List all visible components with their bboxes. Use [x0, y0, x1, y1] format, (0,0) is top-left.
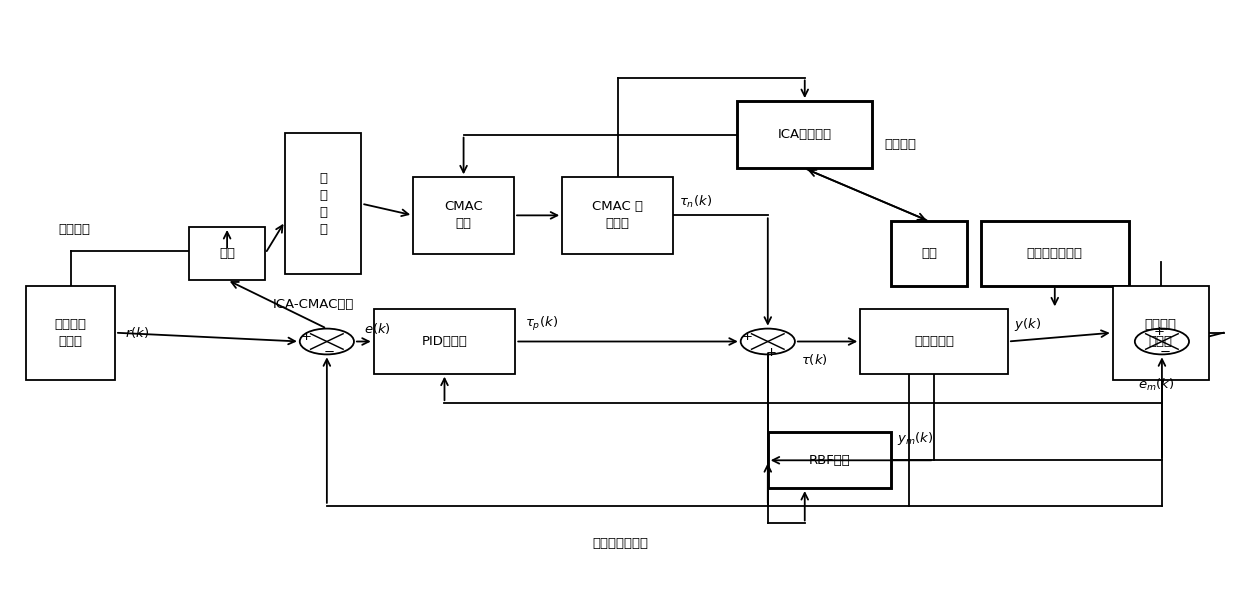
- Text: 不确定外界干扰: 不确定外界干扰: [1027, 247, 1083, 260]
- Text: 地
址
映
射: 地 址 映 射: [319, 171, 327, 236]
- Bar: [768, 433, 892, 488]
- Text: CMAC 函
数计算: CMAC 函 数计算: [591, 201, 644, 230]
- Text: $\tau(k)$: $\tau(k)$: [801, 352, 828, 367]
- Bar: [737, 101, 873, 168]
- Text: $y_m(k)$: $y_m(k)$: [897, 430, 934, 447]
- Bar: [562, 177, 673, 253]
- Text: ICA-CMAC算法: ICA-CMAC算法: [273, 298, 355, 311]
- Text: −: −: [1161, 346, 1172, 359]
- Bar: [861, 309, 1008, 374]
- Bar: [188, 227, 265, 280]
- Text: RBF网络: RBF网络: [808, 454, 851, 467]
- Text: 量化: 量化: [921, 247, 937, 260]
- Text: 导师信号: 导师信号: [885, 139, 916, 152]
- Text: 集成位姿
传感器: 集成位姿 传感器: [1145, 318, 1177, 347]
- Text: 量化: 量化: [219, 247, 236, 260]
- Text: +: +: [1154, 325, 1164, 338]
- Text: +: +: [766, 346, 777, 359]
- Text: $e(k)$: $e(k)$: [363, 321, 391, 336]
- Bar: [892, 221, 967, 286]
- Text: $e_m(k)$: $e_m(k)$: [1137, 377, 1174, 393]
- Text: 无人艇模型: 无人艇模型: [914, 335, 954, 348]
- Text: $\tau_p(k)$: $\tau_p(k)$: [526, 315, 558, 333]
- Bar: [373, 309, 516, 374]
- Text: +: +: [742, 330, 753, 343]
- Text: 期望信号: 期望信号: [58, 223, 91, 236]
- Text: CMAC
记忆: CMAC 记忆: [444, 201, 482, 230]
- Text: +: +: [300, 330, 311, 343]
- Bar: [413, 177, 515, 253]
- Text: −: −: [324, 346, 335, 359]
- Text: ICA学习算法: ICA学习算法: [777, 128, 832, 141]
- Text: $r(k)$: $r(k)$: [125, 325, 149, 340]
- Text: $y(k)$: $y(k)$: [1014, 316, 1042, 333]
- Text: $\tau_n(k)$: $\tau_n(k)$: [680, 193, 712, 209]
- Text: PID控制器: PID控制器: [422, 335, 467, 348]
- Text: 集成位姿
传感器: 集成位姿 传感器: [55, 318, 87, 347]
- Text: 滤波与数据处理: 滤波与数据处理: [591, 537, 649, 550]
- Bar: [981, 221, 1128, 286]
- Bar: [285, 133, 361, 274]
- Bar: [1112, 286, 1209, 380]
- Bar: [26, 286, 115, 380]
